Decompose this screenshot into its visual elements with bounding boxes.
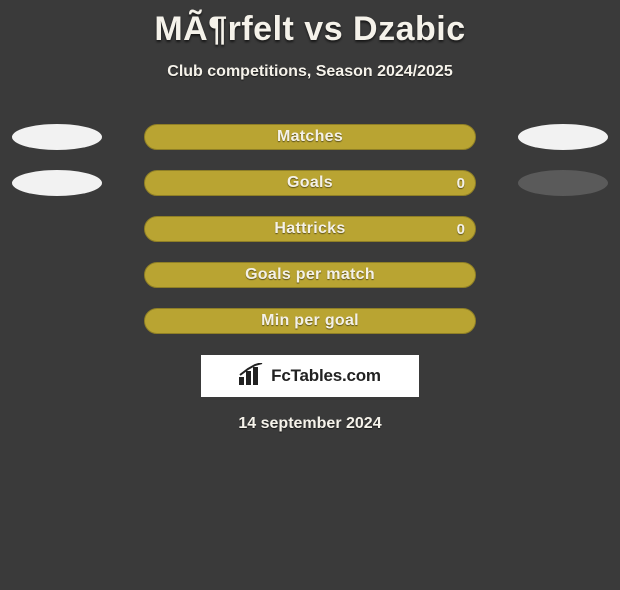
comparison-row: Min per goal <box>0 307 620 335</box>
stat-label: Matches <box>277 128 343 146</box>
player-left-pill <box>12 124 102 150</box>
player-right-pill <box>518 124 608 150</box>
logo-banner: FcTables.com <box>201 355 419 397</box>
subtitle: Club competitions, Season 2024/2025 <box>0 63 620 81</box>
player-left-pill <box>12 170 102 196</box>
page-title: MÃ¶rfelt vs Dzabic <box>0 10 620 49</box>
date-line: 14 september 2024 <box>0 415 620 433</box>
comparison-row: Goals per match <box>0 261 620 289</box>
bars-icon <box>239 363 265 390</box>
stat-label: Min per goal <box>261 312 359 330</box>
comparison-row: Hattricks 0 <box>0 215 620 243</box>
stat-value-right: 0 <box>457 221 465 238</box>
comparison-rows: Matches Goals 0 Hattricks 0 Goals per match Mi… <box>0 123 620 335</box>
stat-bar: Hattricks 0 <box>144 216 476 242</box>
stat-bar: Goals per match <box>144 262 476 288</box>
stat-bar: Goals 0 <box>144 170 476 196</box>
stat-bar: Matches <box>144 124 476 150</box>
logo-text: FcTables.com <box>271 366 381 386</box>
comparison-row: Matches <box>0 123 620 151</box>
stat-bar: Min per goal <box>144 308 476 334</box>
comparison-row: Goals 0 <box>0 169 620 197</box>
stat-label: Goals per match <box>245 266 375 284</box>
stat-label: Hattricks <box>274 220 345 238</box>
player-right-pill <box>518 170 608 196</box>
stat-label: Goals <box>287 174 333 192</box>
stat-value-right: 0 <box>457 175 465 192</box>
